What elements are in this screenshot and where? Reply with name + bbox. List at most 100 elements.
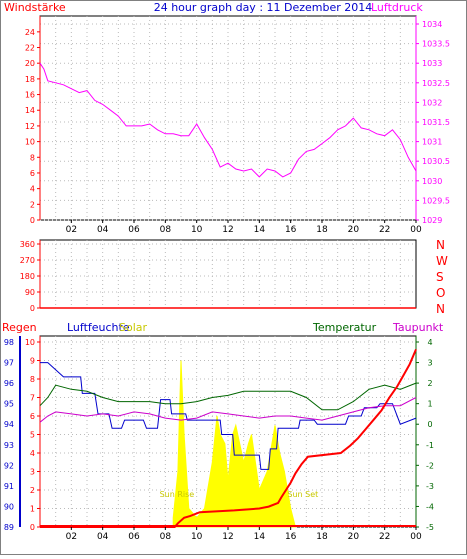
humidity-line (40, 362, 417, 470)
x-tick-label: 02 (66, 532, 77, 542)
right-tick-label: 1030 (422, 177, 442, 186)
label-regen: Regen (2, 321, 37, 334)
left-tick-label: 4 (30, 185, 35, 194)
label-solar: Solar (119, 321, 148, 334)
humidity-tick-label: 91 (4, 482, 14, 491)
temp-tick-label: 4 (427, 338, 432, 347)
plot-area-1 (39, 15, 417, 221)
humidity-tick-label: 89 (4, 523, 14, 532)
x-tick-label: 22 (379, 532, 390, 542)
humidity-tick-label: 92 (4, 461, 14, 470)
x-tick-label: 16 (285, 532, 297, 542)
temp-tick-label: -1 (426, 441, 434, 450)
x-tick-label: 18 (316, 225, 328, 235)
humidity-tick-label: 98 (4, 338, 14, 347)
title-luftdruck: Luftdruck (371, 1, 423, 14)
pressure-panel: 1029 1029.5 1030 1030.5 1031 1031.5 1032 1032.5… (25, 15, 450, 235)
x-tick-label: 06 (128, 225, 140, 235)
humidity-tick-label: 95 (4, 400, 14, 409)
right-tick-label: 1034 (422, 20, 442, 29)
x-tick-label: 06 (128, 532, 140, 542)
x-tick-label: 18 (316, 532, 328, 542)
chart-title: 24 hour graph day : 11 Dezember 2014 (154, 1, 373, 14)
left-tick-label: 14 (25, 106, 35, 115)
temp-tick-label: 3 (427, 359, 432, 368)
temp-tick-label: -4 (426, 502, 434, 511)
left-tick-label: 0 (30, 304, 35, 313)
temp-tick-label: 2 (427, 379, 432, 388)
direction-label: S (436, 270, 444, 284)
temperature-line (39, 382, 417, 411)
direction-label: N (436, 302, 445, 316)
rain-tick-label: 7 (30, 394, 35, 403)
x-tick-label: 14 (254, 532, 266, 542)
rain-tick-label: 1 (30, 505, 35, 514)
right-tick-label: 1032 (422, 98, 442, 107)
left-tick-label: 270 (20, 256, 35, 265)
rain-line (40, 349, 417, 528)
x-tick-label: 12 (222, 532, 233, 542)
sun-set-label: Sun Set (287, 490, 318, 499)
right-tick-label: 1031.5 (422, 118, 450, 127)
label-taupunkt: Taupunkt (392, 321, 444, 334)
x-tick-label: 04 (97, 532, 109, 542)
direction-label: O (436, 286, 445, 300)
left-tick-label: 90 (25, 288, 35, 297)
humidity-tick-label: 96 (4, 379, 14, 388)
left-tick-label: 6 (30, 169, 35, 178)
left-tick-label: 180 (20, 272, 35, 281)
left-tick-label: 0 (30, 216, 35, 225)
x-tick-label: 20 (348, 225, 360, 235)
x-tick-label: 02 (66, 225, 77, 235)
humidity-tick-label: 93 (4, 441, 14, 450)
right-tick-label: 1033 (422, 59, 442, 68)
x-tick-label: 00 (410, 532, 422, 542)
temp-tick-label: -5 (426, 523, 434, 532)
left-tick-label: 8 (30, 153, 35, 162)
left-tick-label: 360 (20, 240, 35, 249)
direction-label: W (436, 254, 448, 268)
temperature-humidity-panel: 01234567891089909192939495969798-5-4-3-2… (4, 335, 434, 542)
right-tick-label: 1029 (422, 216, 442, 225)
pressure-line (39, 62, 417, 178)
rain-tick-label: 3 (30, 468, 35, 477)
x-tick-label: 04 (97, 225, 109, 235)
sun-rise-label: Sun Rise (160, 490, 195, 499)
label-luftfeuchte: Luftfeuchte (67, 321, 130, 334)
humidity-tick-label: 97 (4, 359, 14, 368)
x-tick-label: 14 (254, 225, 266, 235)
x-tick-label: 12 (222, 225, 233, 235)
temp-tick-label: 1 (427, 400, 432, 409)
rain-tick-label: 0 (30, 523, 35, 532)
rain-tick-label: 4 (30, 449, 35, 458)
rain-tick-label: 10 (25, 338, 35, 347)
rain-tick-label: 8 (30, 375, 35, 384)
left-tick-label: 24 (25, 28, 35, 37)
x-tick-label: 08 (160, 532, 172, 542)
left-tick-label: 2 (30, 200, 35, 209)
x-tick-label: 10 (191, 532, 203, 542)
x-tick-label: 16 (285, 225, 297, 235)
x-tick-label: 10 (191, 225, 203, 235)
x-tick-label: 20 (348, 532, 360, 542)
left-tick-label: 22 (25, 44, 35, 53)
right-tick-label: 1032.5 (422, 79, 450, 88)
right-tick-label: 1033.5 (422, 40, 450, 49)
plot-area-2 (39, 239, 417, 309)
direction-label: N (436, 238, 445, 252)
dewpoint-line (39, 397, 417, 423)
left-tick-label: 12 (25, 122, 35, 131)
rain-tick-label: 9 (30, 357, 35, 366)
humidity-tick-label: 90 (4, 502, 14, 511)
temp-tick-label: -3 (426, 482, 434, 491)
x-tick-label: 08 (160, 225, 172, 235)
rain-tick-label: 6 (30, 412, 35, 421)
right-tick-label: 1030.5 (422, 157, 450, 166)
left-tick-label: 18 (25, 75, 35, 84)
right-tick-label: 1031 (422, 138, 442, 147)
temp-tick-label: 0 (427, 420, 432, 429)
right-tick-label: 1029.5 (422, 196, 450, 205)
